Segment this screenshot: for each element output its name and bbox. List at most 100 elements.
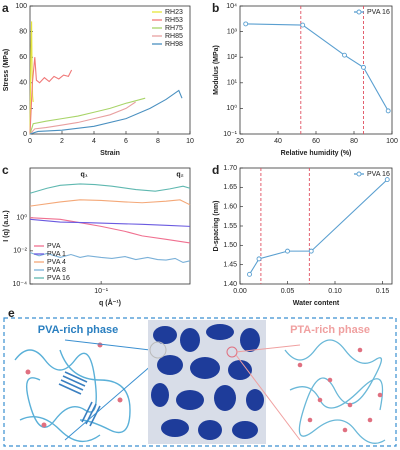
data-point [247,271,252,277]
legend-label: RH85 [165,33,183,40]
y-tick-label: 20 [19,105,27,112]
y-tick-label: 1.55 [223,223,237,230]
y-axis-label: D-spacing (nm) [213,201,220,252]
y-tick-label: 1.45 [223,262,237,269]
y-tick-label: 80 [19,28,27,35]
data-point [256,256,262,262]
x-axis-label: Strain [100,150,120,157]
plot-frame [239,167,393,285]
data-line [29,101,136,135]
plot-frame [239,5,393,135]
x-tick-label: 80 [350,138,358,145]
y-tick-label: 10³ [227,28,238,35]
x-tick-label: 10 [186,138,194,145]
legend-label: PVA [47,243,61,250]
data-point [285,248,290,254]
y-tick-label: 60 [19,54,27,61]
data-line [29,21,34,135]
y-tick-label: 10¹ [227,80,238,87]
legend-marker [356,171,362,177]
right-title: PTA-rich phase [290,324,370,336]
chain-right [284,339,386,444]
x-tick-label: 40 [274,138,282,145]
y-tick-label: 1.40 [223,281,237,288]
y-tick-label: 1.70 [223,165,237,172]
data-line [29,199,191,207]
pointer [64,357,161,441]
y-tick-label: 10⁰ [16,214,27,222]
y-tick-label: 10⁻¹ [223,131,237,138]
legend-label: RH98 [165,41,183,48]
data-point [361,64,366,70]
data-point [385,108,391,114]
data-point [342,52,347,58]
pointer [235,344,301,353]
x-tick-label: 0.10 [328,288,342,295]
y-tick-label: 1.50 [223,242,237,249]
pointer [235,354,301,441]
x-tick-label: 60 [312,138,320,145]
y-tick-label: 1.60 [223,204,237,211]
x-tick-label: 4 [92,138,96,145]
data-line [29,251,191,264]
annotation: q₁ [81,171,88,178]
legend-label: RH23 [165,9,183,16]
panel-e: e PVA-rich phase PTA-rich phase [3,306,397,447]
panel-label: a [2,1,9,15]
dots-right [297,347,383,433]
y-tick-label: 10⁻² [13,248,27,255]
y-axis-label: I (q) (a.u.) [3,210,10,242]
panel-label: e [8,306,15,320]
data-point [384,177,390,183]
x-tick-label: 0.05 [281,288,295,295]
legend-label: PVA 4 [47,259,66,266]
x-axis-label: Relative humidity (%) [281,150,352,157]
data-point [300,22,306,28]
micrograph-domains [151,324,264,440]
data-line [29,217,191,244]
y-tick-label: 10² [227,54,238,61]
data-point [243,21,249,27]
panel-label: c [2,163,9,177]
panel-label: d [212,163,219,177]
y-tick-label: 1.65 [223,184,237,191]
chain-left [14,349,131,443]
y-tick-label: 0 [23,131,27,138]
x-tick-label: 2 [60,138,64,145]
y-tick-label: 40 [19,80,27,87]
y-tick-label: 10⁻⁴ [13,281,28,288]
x-axis-label: Water content [293,300,340,307]
dashed-frame [3,317,397,447]
x-tick-label: 100 [386,138,398,145]
x-tick-label: 20 [236,138,244,145]
plot-frame [29,5,191,135]
legend-label: PVA 16 [367,171,390,178]
data-line [29,89,183,135]
panel-label: b [212,1,219,15]
legend-label: PVA 16 [47,275,70,282]
data-line [249,179,388,275]
x-axis-label: q (Å⁻¹) [99,298,121,307]
y-tick-label: 10⁴ [226,3,237,10]
y-axis-label: Stress (MPa) [3,49,10,91]
data-line [29,218,191,227]
legend-label: RH75 [165,25,183,32]
legend-label: PVA 8 [47,267,66,274]
data-line [245,23,389,112]
dots-left [25,342,123,428]
data-point [308,248,314,254]
y-tick-label: 10⁰ [226,104,237,112]
legend-label: RH53 [165,17,183,24]
x-tick-label: 10⁻¹ [94,288,108,295]
y-tick-label: 100 [15,3,27,10]
pointer [64,339,151,351]
zoom-circle [149,341,167,359]
data-line [29,57,73,135]
legend-label: PVA 16 [367,9,390,16]
data-line [29,183,191,194]
left-title: PVA-rich phase [38,324,119,336]
legend-marker [356,9,362,15]
x-tick-label: 0 [28,138,32,145]
